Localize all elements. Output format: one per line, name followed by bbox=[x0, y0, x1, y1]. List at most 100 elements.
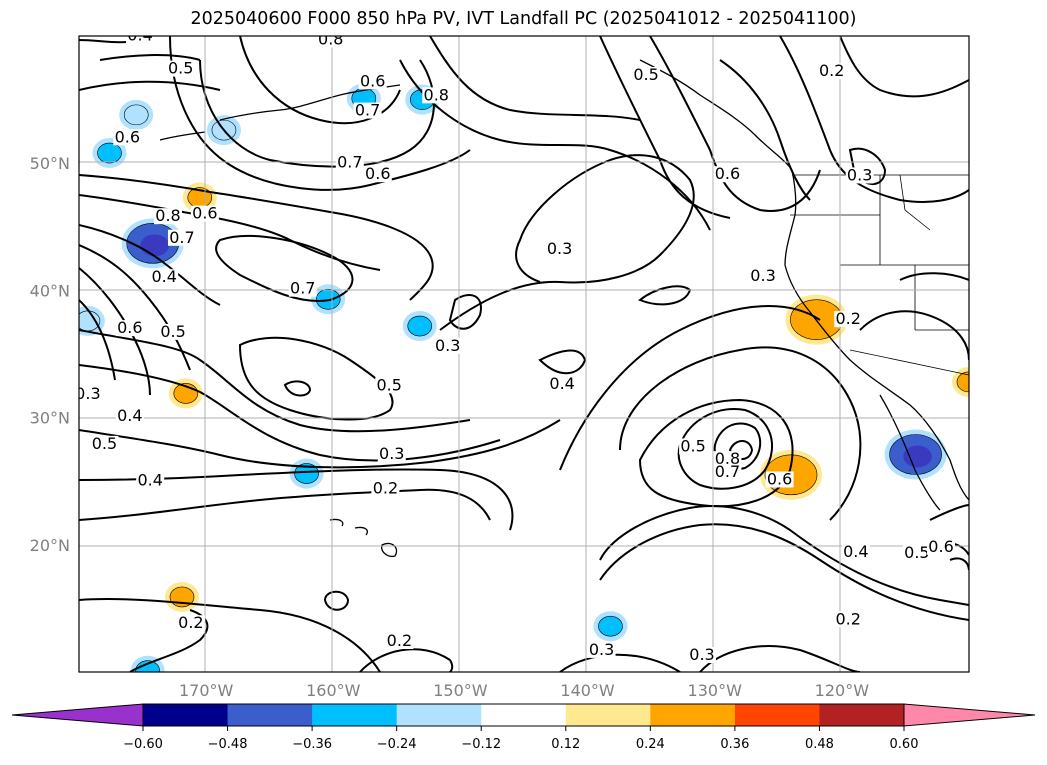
contour-label: 0.4 bbox=[117, 406, 142, 425]
contour-label: 0.8 bbox=[424, 85, 449, 104]
contour-label: 0.6 bbox=[767, 469, 792, 488]
contour-label: 0.4 bbox=[843, 542, 868, 561]
map-frame bbox=[78, 35, 970, 673]
contour-label-bg bbox=[159, 323, 188, 340]
page-title: 2025040600 F000 850 hPa PV, IVT Landfall… bbox=[190, 9, 857, 29]
contour-label: 0.5 bbox=[904, 543, 929, 562]
contour-label: 0.7 bbox=[290, 279, 315, 298]
contour-label: 0.3 bbox=[75, 384, 100, 403]
map-content: 0.40.50.60.70.80.80.5 0.20.60.70.6 0.6 0.30… bbox=[75, 26, 969, 672]
contour-label-bg bbox=[927, 538, 956, 555]
contour-label: 0.3 bbox=[589, 640, 614, 659]
contour-label: 0.6 bbox=[360, 71, 385, 90]
contour-label: 0.6 bbox=[715, 164, 740, 183]
contour-label-bg bbox=[902, 545, 931, 562]
contour-label-bg bbox=[371, 480, 400, 497]
latitude-label: 20°N bbox=[30, 536, 70, 555]
contour-label: 0.8 bbox=[715, 449, 740, 468]
ivt-shade-patch bbox=[294, 463, 319, 484]
contour-label: 0.2 bbox=[373, 478, 398, 497]
gridlines bbox=[79, 36, 969, 672]
colorbar-cell bbox=[734, 704, 820, 726]
contour-label-bg bbox=[377, 446, 406, 463]
contour-label-bg bbox=[713, 166, 742, 183]
contour-label-bg bbox=[90, 435, 119, 452]
ivt-shade-patch bbox=[135, 660, 160, 672]
contour-label: 0.2 bbox=[178, 613, 203, 632]
contour-label-bg bbox=[749, 267, 778, 284]
contour-label-bg bbox=[845, 167, 874, 184]
contour-label: 0.3 bbox=[379, 444, 404, 463]
longitude-label: 170°W bbox=[179, 681, 234, 700]
colorbar-cell bbox=[819, 704, 905, 726]
contour-label-bg bbox=[817, 63, 846, 80]
colorbar-tick-label: −0.48 bbox=[208, 737, 248, 752]
contour-label-bg bbox=[167, 229, 196, 246]
contour-label: 0.8 bbox=[155, 206, 180, 225]
contour-label-bg bbox=[841, 543, 870, 560]
contour-label-bg bbox=[548, 376, 577, 393]
contour-label: 0.5 bbox=[160, 322, 185, 341]
contour-label: 0.4 bbox=[151, 267, 176, 286]
contour-label: 0.6 bbox=[117, 318, 142, 337]
contour-label-bg bbox=[587, 641, 616, 658]
contour-label: 0.6 bbox=[928, 537, 953, 556]
contour-label-bg bbox=[113, 129, 142, 146]
contour-label: 0.2 bbox=[387, 631, 412, 650]
coastlines bbox=[159, 59, 969, 558]
ivt-shade-patch bbox=[598, 615, 623, 637]
ivt-shade-core bbox=[903, 445, 932, 468]
colorbar-cell bbox=[565, 704, 651, 726]
colorbar-extend-high bbox=[903, 703, 1036, 727]
ivt-shade-patch bbox=[956, 371, 969, 393]
longitude-labels: 170°W 160°W 150°W 140°W 130°W 120°W bbox=[179, 681, 869, 700]
contour-label: 0.8 bbox=[318, 29, 343, 48]
contour-label-bg bbox=[166, 60, 195, 77]
contour-label-bg bbox=[115, 320, 144, 337]
latitude-label: 30°N bbox=[30, 409, 70, 428]
contour-label: 0.5 bbox=[633, 65, 658, 84]
contour-label: 0.7 bbox=[337, 153, 362, 172]
contour-label-bg bbox=[545, 241, 574, 258]
colorbar-tick-label: −0.24 bbox=[377, 737, 417, 752]
colorbar-extend-low bbox=[11, 703, 144, 727]
colorbar-cell bbox=[227, 704, 313, 726]
colorbar-tick-label: 0.24 bbox=[636, 737, 665, 752]
contour-label: 0.3 bbox=[750, 266, 775, 285]
latitude-label: 40°N bbox=[30, 281, 70, 300]
contour-label-bg bbox=[433, 337, 462, 354]
contour-label: 0.4 bbox=[549, 374, 574, 393]
longitude-label: 160°W bbox=[306, 681, 361, 700]
contour-label-bg bbox=[353, 102, 382, 119]
contour-label-bg bbox=[150, 269, 179, 286]
longitude-label: 130°W bbox=[688, 681, 743, 700]
contour-label: 0.7 bbox=[355, 101, 380, 120]
colorbar-tick-label: −0.36 bbox=[292, 737, 332, 752]
colorbar: −0.60 −0.48 −0.36 −0.24 −0.12 0.12 0.24 0.36 0.4… bbox=[11, 703, 1036, 752]
contour-label: 0.5 bbox=[92, 434, 117, 453]
contour-label-bg bbox=[632, 66, 661, 83]
colorbar-cell bbox=[143, 704, 229, 726]
colorbar-cell bbox=[396, 704, 482, 726]
longitude-label: 150°W bbox=[433, 681, 488, 700]
colorbar-cell bbox=[650, 704, 736, 726]
colorbar-tick-label: 0.12 bbox=[551, 737, 580, 752]
contour-label-bg bbox=[79, 386, 102, 403]
contour-label: 0.2 bbox=[835, 609, 860, 628]
contour-label: 0.4 bbox=[127, 26, 152, 45]
colorbar-cell bbox=[312, 704, 398, 726]
colorbar-tick-label: −0.60 bbox=[123, 737, 163, 752]
contour-label-bg bbox=[154, 208, 182, 225]
colorbar-frame bbox=[142, 703, 905, 727]
contour-label: 0.2 bbox=[835, 309, 860, 328]
contour-label: 0.6 bbox=[115, 127, 140, 146]
contour-label-bg bbox=[422, 87, 451, 104]
ivt-shade-patch bbox=[407, 315, 433, 337]
contour-label: 0.6 bbox=[365, 164, 390, 183]
contour-label-bg bbox=[688, 647, 716, 664]
contour-label: 0.5 bbox=[168, 59, 193, 78]
contour-label-bg bbox=[115, 407, 144, 424]
contour-label: 0.7 bbox=[169, 228, 194, 247]
colorbar-tick-label: 0.48 bbox=[805, 737, 834, 752]
